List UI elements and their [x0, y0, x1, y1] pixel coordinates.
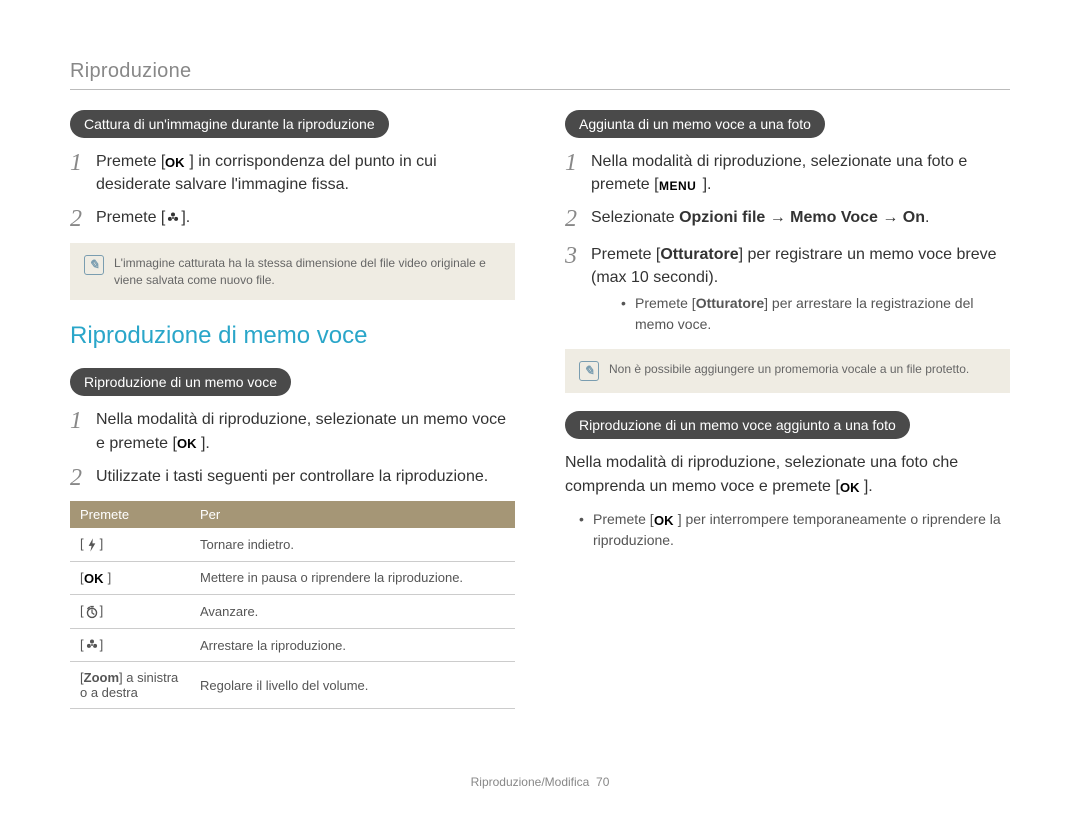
ok-icon	[840, 479, 864, 495]
bullet-item: Premete [Otturatore] per arrestare la re…	[621, 293, 1010, 335]
bullet-text: Premete [	[593, 511, 654, 527]
table-row: [] Arrestare la riproduzione.	[70, 628, 515, 662]
left-column: Cattura di un'immagine durante la riprod…	[70, 110, 515, 709]
flower-icon	[165, 210, 181, 226]
step-number: 2	[70, 206, 96, 232]
note-icon: ✎	[84, 255, 104, 275]
step-text: ].	[201, 435, 210, 452]
step-number: 1	[565, 150, 591, 196]
cell: Regolare il livello del volume.	[190, 662, 515, 709]
note-text: Non è possibile aggiungere un promemoria…	[609, 361, 969, 378]
pill-play-memo: Riproduzione di un memo voce	[70, 368, 291, 396]
table-row: [] Tornare indietro.	[70, 528, 515, 561]
step-number: 1	[70, 408, 96, 454]
intro-text: Nella modalità di riproduzione, selezion…	[565, 451, 1010, 499]
ok-icon	[177, 435, 201, 451]
step-text-bold: Otturatore	[660, 246, 738, 263]
step-1: 1 Premete [] in corrispondenza del punto…	[70, 150, 515, 196]
section-title: Riproduzione di memo voce	[70, 322, 515, 350]
step-number: 2	[70, 465, 96, 491]
text: Nella modalità di riproduzione, selezion…	[565, 454, 958, 495]
table-row: [] Mettere in pausa o riprendere la ripr…	[70, 561, 515, 595]
cell: Avanzare.	[190, 595, 515, 629]
ok-icon	[84, 570, 108, 586]
page-number: 70	[596, 775, 609, 789]
step-text: ].	[181, 209, 190, 226]
step-2b: 2 Utilizzate i tasti seguenti per contro…	[70, 465, 515, 491]
table-row: [Zoom] a sinistra o a destra Regolare il…	[70, 662, 515, 709]
divider	[70, 89, 1010, 90]
step-text: Premete [	[96, 209, 165, 226]
cell: Zoom	[84, 670, 119, 685]
info-note: ✎ L'immagine catturata ha la stessa dime…	[70, 243, 515, 301]
step-r1: 1 Nella modalità di riproduzione, selezi…	[565, 150, 1010, 196]
step-text: Premete [	[591, 246, 660, 263]
note-icon: ✎	[579, 361, 599, 381]
pill-play-photo-memo: Riproduzione di un memo voce aggiunto a …	[565, 411, 910, 439]
pill-add-memo: Aggiunta di un memo voce a una foto	[565, 110, 825, 138]
step-text: Premete [	[96, 153, 165, 170]
step-1b: 1 Nella modalità di riproduzione, selezi…	[70, 408, 515, 454]
keys-table: Premete Per [] Tornare indietro. [] Mett…	[70, 501, 515, 709]
step-number: 1	[70, 150, 96, 196]
step-text-bold: Opzioni file → Memo Voce → On	[679, 209, 925, 226]
footer-text: Riproduzione/Modifica	[471, 775, 590, 789]
note-text: L'immagine catturata ha la stessa dimens…	[114, 255, 501, 289]
table-header: Per	[190, 501, 515, 528]
step-text: Utilizzate i tasti seguenti per controll…	[96, 465, 515, 491]
flash-icon	[84, 537, 100, 553]
breadcrumb: Riproduzione	[70, 60, 1010, 83]
page-footer: Riproduzione/Modifica 70	[0, 775, 1080, 789]
timer-icon	[84, 604, 100, 620]
cell: Mettere in pausa o riprendere la riprodu…	[190, 561, 515, 595]
step-2: 2 Premete [].	[70, 206, 515, 232]
cell: Tornare indietro.	[190, 528, 515, 561]
ok-icon	[654, 512, 678, 528]
cell: Arrestare la riproduzione.	[190, 628, 515, 662]
step-r2: 2 Selezionate Opzioni file → Memo Voce →…	[565, 206, 1010, 232]
table-row: [] Avanzare.	[70, 595, 515, 629]
step-text: Selezionate	[591, 209, 679, 226]
bullet-text: Premete [	[635, 295, 696, 311]
step-text: .	[925, 209, 929, 226]
step-r3: 3 Premete [Otturatore] per registrare un…	[565, 243, 1010, 339]
info-note: ✎ Non è possibile aggiungere un promemor…	[565, 349, 1010, 393]
step-number: 3	[565, 243, 591, 339]
bullet-item: Premete [] per interrompere temporaneame…	[579, 509, 1010, 551]
step-text: Nella modalità di riproduzione, selezion…	[96, 411, 506, 451]
right-column: Aggiunta di un memo voce a una foto 1 Ne…	[565, 110, 1010, 709]
step-text: ].	[703, 176, 712, 193]
pill-capture-image: Cattura di un'immagine durante la riprod…	[70, 110, 389, 138]
step-number: 2	[565, 206, 591, 232]
flower-icon	[84, 637, 100, 653]
ok-icon	[165, 154, 189, 170]
text: ].	[864, 478, 873, 495]
menu-icon	[659, 177, 703, 193]
step-text: Nella modalità di riproduzione, selezion…	[591, 153, 967, 193]
table-header: Premete	[70, 501, 190, 528]
bullet-text: Otturatore	[696, 295, 764, 311]
